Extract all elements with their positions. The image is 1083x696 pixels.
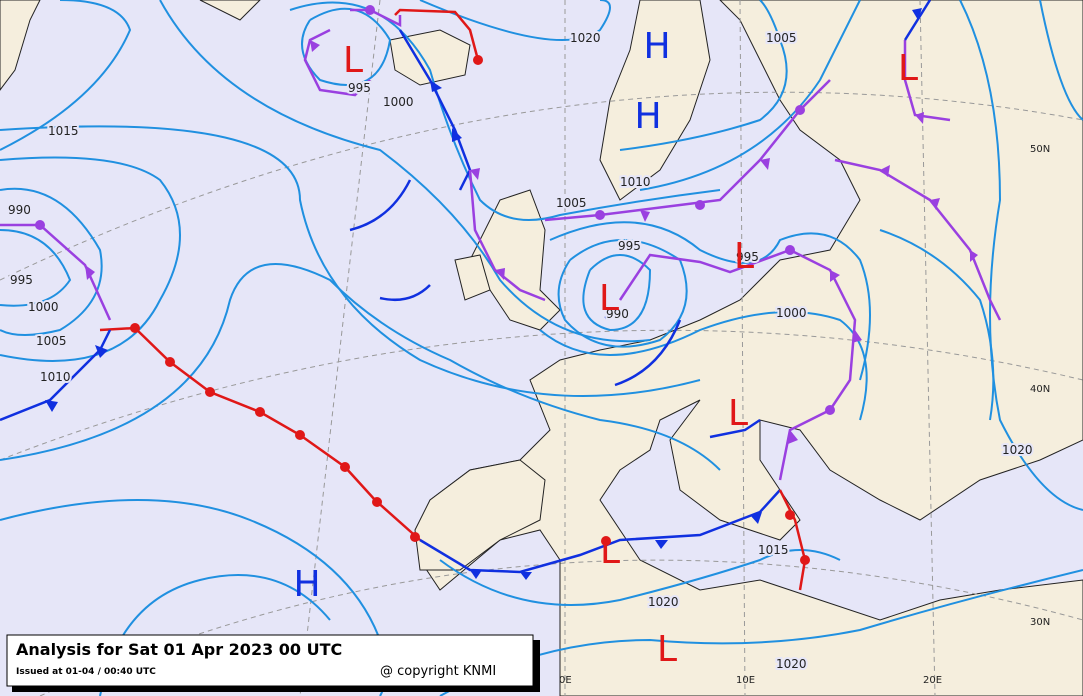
low-center: L [599, 278, 619, 319]
occluded-front [0, 223, 112, 321]
isobar-label: 995 [348, 81, 371, 95]
latitude-label: 50N [1030, 144, 1050, 155]
high-center: H [293, 564, 320, 605]
longitude-label: 20E [923, 675, 942, 686]
warm-front [394, 8, 480, 61]
low-center: L [657, 629, 677, 670]
isobar-labels: 1020 1005 1015 1000 995 990 995 1000 100… [6, 29, 1035, 673]
low-center: L [898, 48, 918, 89]
isobar-label: 995 [618, 239, 641, 253]
warm-front [778, 489, 807, 591]
title-panel [6, 634, 534, 687]
isobar-label: 1020 [648, 595, 679, 609]
grid-labels: 50N 40N 30N 0E 10E 20E [559, 144, 1050, 686]
isobar-label: 1005 [556, 196, 587, 210]
isobar-label: 1005 [766, 31, 797, 45]
isobar-label: 1000 [28, 300, 59, 314]
isobar-label: 1020 [776, 657, 807, 671]
low-center: L [734, 236, 754, 277]
high-center: H [634, 96, 661, 137]
isobar-label: 995 [10, 273, 33, 287]
pressure-centers: H H L L L L L L L H [293, 26, 918, 670]
latitude-label: 30N [1030, 617, 1050, 628]
isobar-label: 1020 [570, 31, 601, 45]
isobar-label: 1000 [383, 95, 414, 109]
isobar-label: 995 [736, 250, 759, 264]
occluded-front [303, 8, 402, 97]
cold-front [398, 29, 472, 191]
issued-time: Issued at 01-04 / 00:40 UTC [16, 667, 156, 677]
title: Analysis for Sat 01 Apr 2023 00 UTC [16, 640, 342, 659]
latitude-label: 40N [1030, 384, 1050, 395]
isobar-label: 1015 [758, 543, 789, 557]
trough [349, 179, 761, 439]
low-center: L [728, 393, 748, 434]
isobar-label: 990 [606, 307, 629, 321]
occluded-front [834, 158, 1002, 321]
fronts [0, 0, 1002, 591]
isobar-label: 1015 [48, 124, 79, 138]
low-center: L [600, 531, 620, 572]
isobar-label: 1000 [776, 306, 807, 320]
longitude-label: 0E [559, 675, 572, 686]
longitude-label: 10E [736, 675, 755, 686]
isobar-label: 1010 [620, 175, 651, 189]
cold-front [0, 329, 112, 422]
high-center: H [643, 26, 670, 67]
cold-front-symbols [45, 8, 922, 580]
isobar-label: 1005 [36, 334, 67, 348]
isobar-label: 1020 [1002, 443, 1033, 457]
cold-front [903, 0, 932, 41]
isobar-label: 990 [8, 203, 31, 217]
occluded-front [903, 40, 951, 122]
copyright: @ copyright KNMI [380, 664, 496, 679]
title-box: Analysis for Sat 01 Apr 2023 00 UTC Issu… [6, 634, 540, 692]
occluded-front-symbols [35, 5, 978, 444]
isobar-label: 1010 [40, 370, 71, 384]
warm-front-symbols [130, 55, 810, 565]
low-center: L [343, 40, 363, 81]
